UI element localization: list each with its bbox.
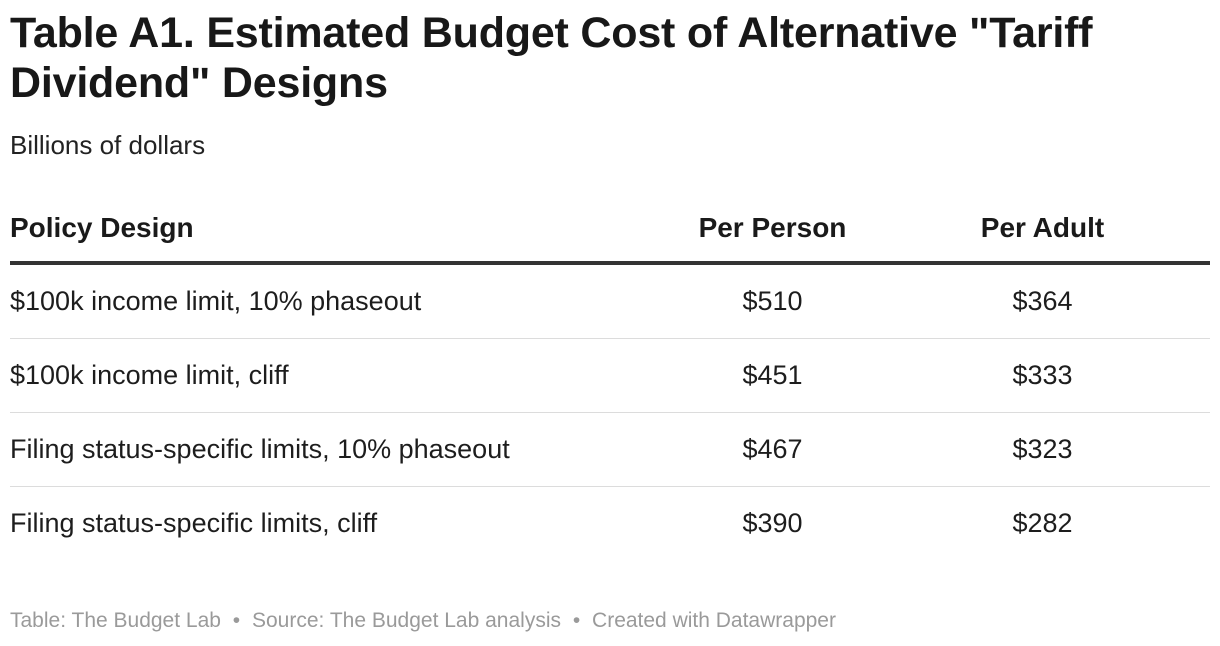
per-adult-cell: $333 xyxy=(875,339,1210,413)
footer-table-credit: Table: The Budget Lab xyxy=(10,609,221,632)
policy-design-cell: $100k income limit, cliff xyxy=(10,339,670,413)
per-person-cell: $390 xyxy=(670,487,875,561)
table-footer: Table: The Budget Lab • Source: The Budg… xyxy=(10,609,836,633)
column-header-per-adult[interactable]: Per Adult xyxy=(875,212,1210,263)
table-row: Filing status-specific limits, 10% phase… xyxy=(10,413,1210,487)
table-header-row: Policy Design Per Person Per Adult xyxy=(10,212,1210,263)
per-adult-cell: $282 xyxy=(875,487,1210,561)
per-adult-cell: $364 xyxy=(875,263,1210,339)
per-adult-cell: $323 xyxy=(875,413,1210,487)
table-subtitle: Billions of dollars xyxy=(10,130,1210,160)
policy-design-cell: $100k income limit, 10% phaseout xyxy=(10,263,670,339)
budget-cost-table: Policy Design Per Person Per Adult $100k… xyxy=(10,212,1210,560)
table-row: Filing status-specific limits, cliff $39… xyxy=(10,487,1210,561)
column-header-policy-design[interactable]: Policy Design xyxy=(10,212,670,263)
per-person-cell: $451 xyxy=(670,339,875,413)
footer-source: Source: The Budget Lab analysis xyxy=(252,609,561,632)
per-person-cell: $510 xyxy=(670,263,875,339)
column-header-per-person[interactable]: Per Person xyxy=(670,212,875,263)
table-row: $100k income limit, 10% phaseout $510 $3… xyxy=(10,263,1210,339)
policy-design-cell: Filing status-specific limits, cliff xyxy=(10,487,670,561)
table-figure: Table A1. Estimated Budget Cost of Alter… xyxy=(10,8,1210,560)
footer-separator: • xyxy=(227,609,246,632)
footer-created-with-link[interactable]: Created with Datawrapper xyxy=(592,609,836,632)
per-person-cell: $467 xyxy=(670,413,875,487)
footer-separator: • xyxy=(567,609,586,632)
table-row: $100k income limit, cliff $451 $333 xyxy=(10,339,1210,413)
table-title: Table A1. Estimated Budget Cost of Alter… xyxy=(10,8,1210,108)
policy-design-cell: Filing status-specific limits, 10% phase… xyxy=(10,413,670,487)
